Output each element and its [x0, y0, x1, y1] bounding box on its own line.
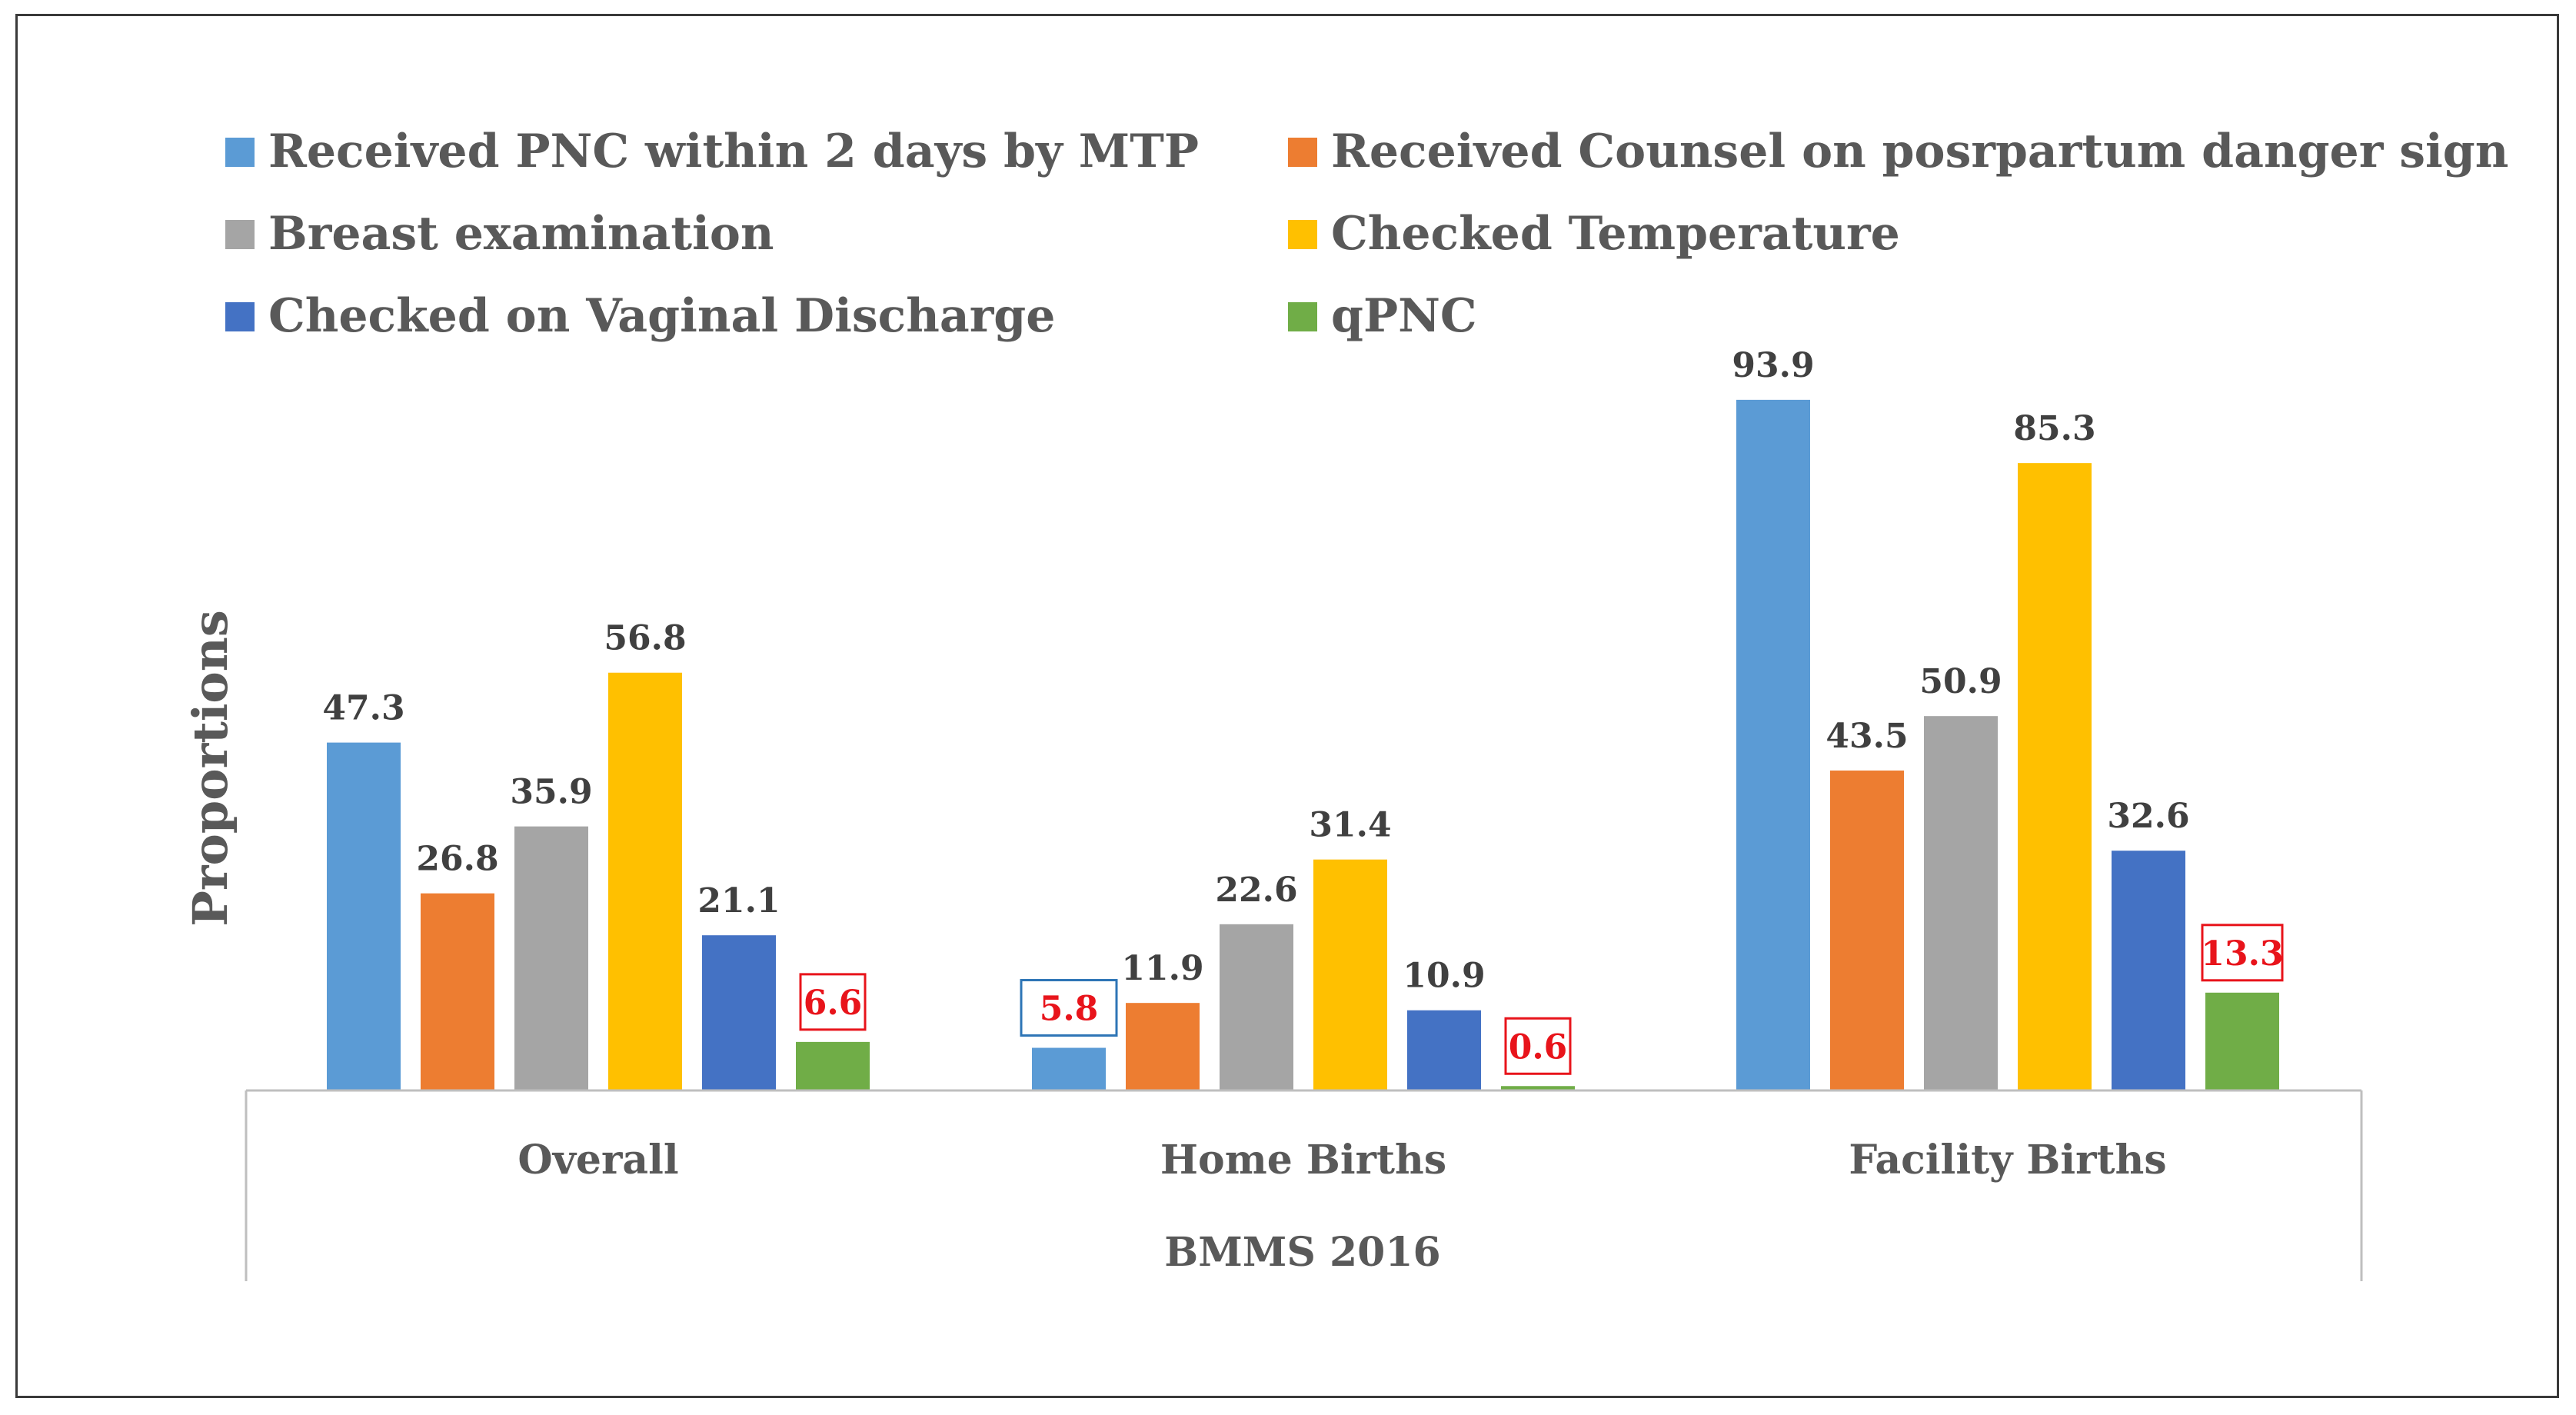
- y-axis-title: Proportions: [182, 610, 238, 927]
- legend-swatch: [225, 138, 255, 167]
- legend-swatch: [225, 220, 255, 249]
- bar-received-counsel-on-posrpartum-danger-sign-overall: [421, 893, 494, 1090]
- bar-breast-examination-home-births: [1220, 924, 1293, 1090]
- legend-item-received-counsel-on-posrpartum-danger-sign: Received Counsel on posrpartum danger si…: [1288, 125, 2508, 178]
- value-label: 26.8: [416, 840, 498, 879]
- legend-swatch: [225, 302, 255, 331]
- value-label: 35.9: [510, 773, 592, 812]
- legend-item-received-pnc-within-2-days-by-mtp: Received PNC within 2 days by MTP: [225, 125, 1199, 178]
- value-label: 85.3: [2013, 409, 2095, 448]
- value-label: 13.3: [2201, 934, 2283, 974]
- bar-qpnc-home-births: [1501, 1086, 1575, 1090]
- bar-received-pnc-within-2-days-by-mtp-facility-births: [1736, 399, 1810, 1090]
- legend-label: Checked on Vaginal Discharge: [268, 289, 1055, 343]
- value-label: 22.6: [1215, 871, 1297, 910]
- category-label-home-births: Home Births: [1160, 1137, 1446, 1184]
- bar-checked-on-vaginal-discharge-home-births: [1407, 1010, 1481, 1090]
- category-label-overall: Overall: [518, 1137, 678, 1184]
- legend-item-checked-on-vaginal-discharge: Checked on Vaginal Discharge: [225, 289, 1055, 343]
- bar-checked-on-vaginal-discharge-facility-births: [2112, 851, 2185, 1090]
- value-label: 6.6: [804, 984, 863, 1023]
- bars: [327, 399, 2279, 1090]
- legend-label: Received Counsel on posrpartum danger si…: [1331, 125, 2508, 178]
- bar-checked-temperature-facility-births: [2018, 463, 2092, 1090]
- value-label: 50.9: [1919, 662, 2002, 701]
- value-label: 43.5: [1825, 717, 1908, 756]
- value-label: 10.9: [1403, 957, 1485, 996]
- x-axis: Overall Home Births Facility Births: [245, 1089, 2363, 1281]
- legend-item-checked-temperature: Checked Temperature: [1288, 207, 1900, 261]
- highlight-box: [1504, 1017, 1572, 1075]
- bar-received-pnc-within-2-days-by-mtp-home-births: [1032, 1047, 1106, 1090]
- value-label: 21.1: [697, 881, 780, 921]
- legend-swatch: [1288, 220, 1317, 249]
- legend-swatch: [1288, 302, 1317, 331]
- bar-breast-examination-facility-births: [1924, 716, 1998, 1090]
- bar-received-pnc-within-2-days-by-mtp-overall: [327, 742, 401, 1090]
- value-label: 47.3: [322, 689, 404, 728]
- legend-label: Breast examination: [268, 207, 774, 261]
- bar-checked-temperature-home-births: [1313, 859, 1387, 1090]
- chart-frame: Received PNC within 2 days by MTP Receive…: [15, 14, 2559, 1398]
- legend-label: qPNC: [1331, 289, 1477, 343]
- bar-qpnc-overall: [796, 1041, 870, 1090]
- highlight-box: [799, 973, 867, 1031]
- category-label-facility-births: Facility Births: [1849, 1137, 2166, 1184]
- legend: Received PNC within 2 days by MTP Receive…: [225, 125, 2508, 343]
- bar-checked-on-vaginal-discharge-overall: [702, 935, 776, 1090]
- bar-received-counsel-on-posrpartum-danger-sign-home-births: [1126, 1003, 1200, 1090]
- value-label: 5.8: [1040, 990, 1099, 1029]
- legend-label: Received PNC within 2 days by MTP: [268, 125, 1199, 178]
- legend-item-qpnc: qPNC: [1288, 289, 1477, 343]
- value-label: 0.6: [1509, 1027, 1568, 1067]
- bar-checked-temperature-overall: [608, 672, 682, 1090]
- grouped-bar-chart: Received PNC within 2 days by MTP Receive…: [182, 125, 2508, 1281]
- value-label: 11.9: [1121, 949, 1203, 988]
- legend-swatch: [1288, 138, 1317, 167]
- bar-received-counsel-on-posrpartum-danger-sign-facility-births: [1830, 770, 1904, 1090]
- value-label: 32.6: [2107, 797, 2189, 836]
- highlight-box: [2201, 924, 2284, 982]
- value-label: 93.9: [1732, 346, 1814, 385]
- value-label: 56.8: [604, 619, 686, 658]
- bar-qpnc-facility-births: [2205, 992, 2279, 1090]
- bar-breast-examination-overall: [514, 826, 588, 1090]
- value-label: 31.4: [1309, 806, 1391, 845]
- legend-item-breast-examination: Breast examination: [225, 207, 774, 261]
- legend-label: Checked Temperature: [1331, 207, 1900, 261]
- value-labels: 47.3 26.8 35.9 56.8 21.1 6.6 5.8 11.9 22.6 31.4 10…: [322, 346, 2284, 1075]
- x-axis-title: BMMS 2016: [1164, 1229, 1440, 1276]
- highlight-box: [1020, 979, 1118, 1037]
